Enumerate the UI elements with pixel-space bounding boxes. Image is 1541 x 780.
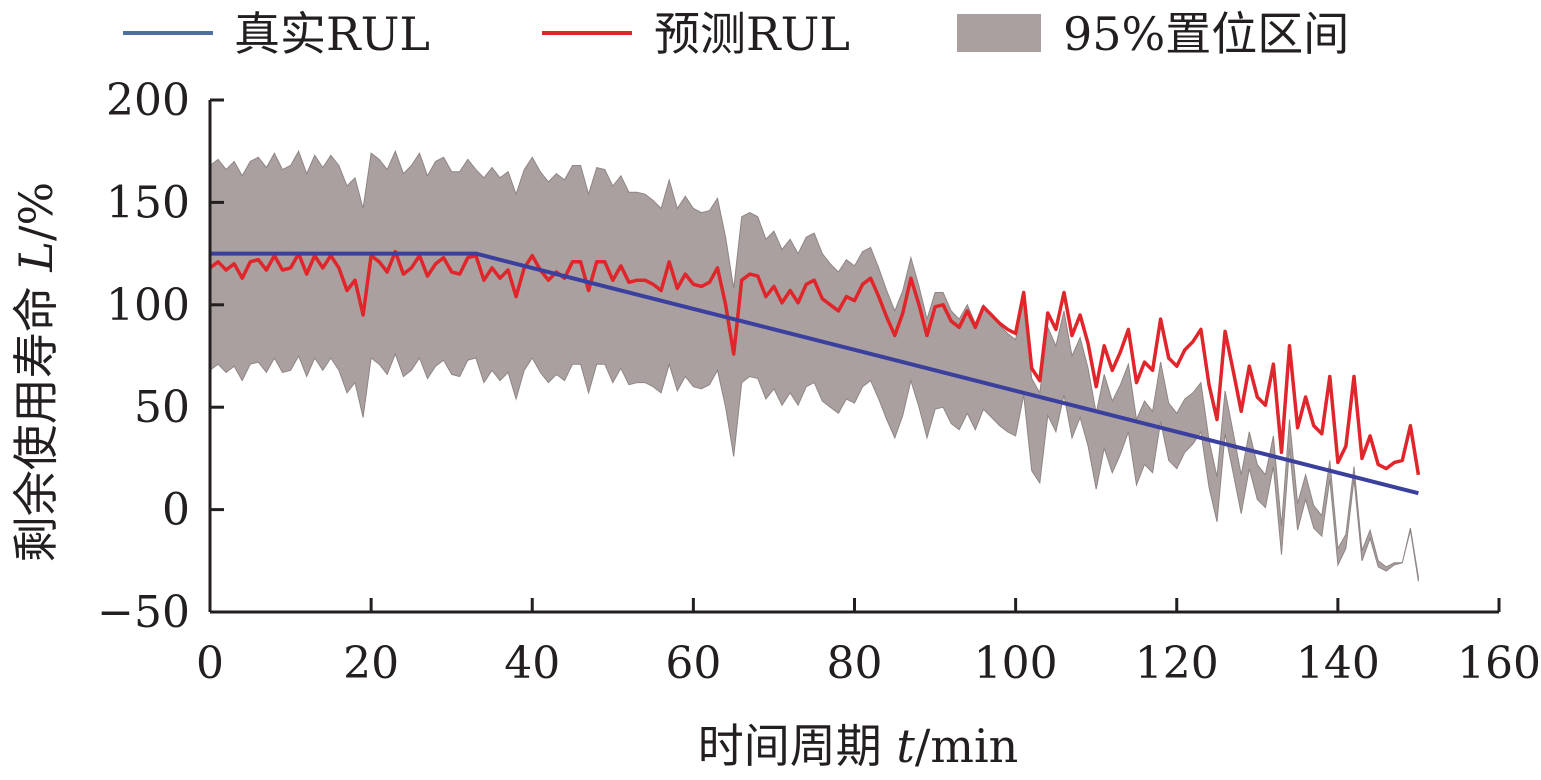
x-tick-label: 80 <box>827 638 883 689</box>
x-axis-title: 时间周期 t/min <box>698 719 1019 773</box>
true-rul-line <box>210 251 1419 496</box>
legend-true-rul-label: 真实RUL <box>234 7 430 61</box>
x-tick-label: 40 <box>504 638 560 689</box>
y-tick-label: 0 <box>162 485 190 536</box>
legend-band-swatch <box>957 14 1041 52</box>
y-tick-label: 50 <box>134 382 190 433</box>
legend-pred-rul-label: 预测RUL <box>654 7 850 61</box>
x-tick-label: 0 <box>196 638 224 689</box>
x-ticks: 0 20 40 60 80 100 120 140 160 <box>196 598 1541 689</box>
legend-band-label: 95%置位区间 <box>1063 7 1349 61</box>
x-tick-label: 20 <box>343 638 399 689</box>
x-tick-label: 160 <box>1457 638 1541 689</box>
y-tick-label: 100 <box>106 280 190 331</box>
y-tick-label: 150 <box>106 177 190 228</box>
y-tick-label: −50 <box>97 587 190 638</box>
x-tick-label: 60 <box>665 638 721 689</box>
y-ticks: −50 0 50 100 150 200 <box>97 75 224 638</box>
confidence-band-area <box>209 149 1419 582</box>
x-tick-label: 120 <box>1135 638 1219 689</box>
x-tick-label: 140 <box>1296 638 1380 689</box>
predicted-rul-line <box>208 249 1421 476</box>
y-axis-title: 剩余使用寿命 L/% <box>9 182 63 562</box>
legend: 真实RUL 预测RUL 95%置位区间 <box>123 7 1349 61</box>
y-tick-label: 200 <box>106 75 190 126</box>
x-tick-label: 100 <box>974 638 1058 689</box>
